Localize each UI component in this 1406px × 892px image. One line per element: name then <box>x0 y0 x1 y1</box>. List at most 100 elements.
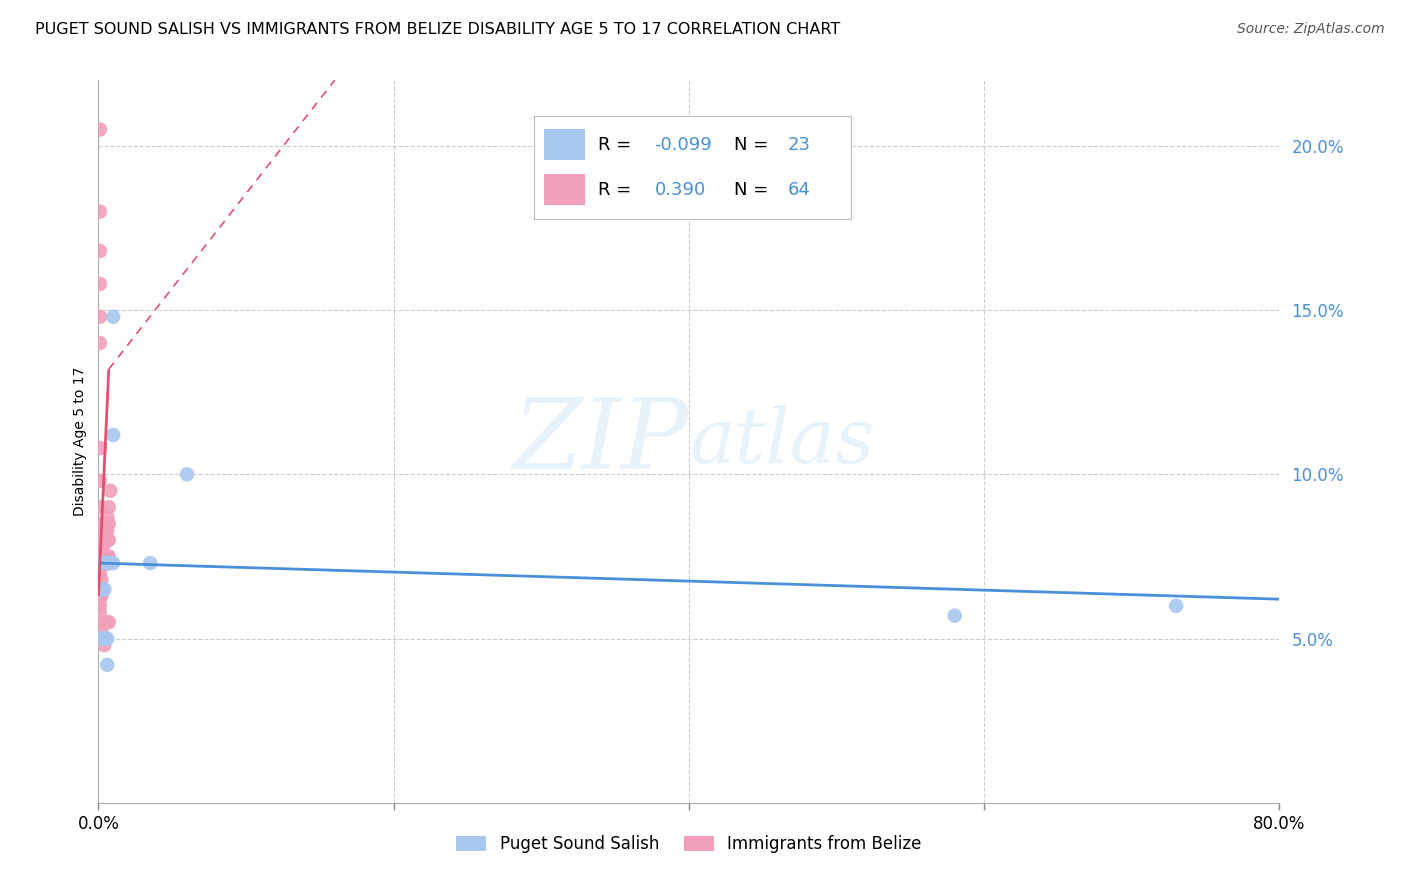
Point <box>89 277 111 291</box>
Point <box>91 556 114 570</box>
Point <box>93 582 115 597</box>
Point <box>90 556 112 570</box>
Point <box>176 467 198 482</box>
Point <box>89 336 111 351</box>
Point <box>98 556 121 570</box>
Point <box>89 310 111 324</box>
Text: PUGET SOUND SALISH VS IMMIGRANTS FROM BELIZE DISABILITY AGE 5 TO 17 CORRELATION : PUGET SOUND SALISH VS IMMIGRANTS FROM BE… <box>35 22 841 37</box>
Point <box>94 549 117 564</box>
Text: R =: R = <box>598 136 631 153</box>
Text: 64: 64 <box>787 181 810 199</box>
Point <box>89 605 111 619</box>
Point <box>91 556 114 570</box>
Point <box>94 632 117 646</box>
Point <box>89 540 111 554</box>
Point <box>96 615 118 630</box>
Point <box>91 526 114 541</box>
Point <box>93 556 115 570</box>
Text: 0.390: 0.390 <box>654 181 706 199</box>
Point <box>943 608 966 623</box>
Point <box>90 559 112 574</box>
Point <box>93 632 115 646</box>
Point <box>97 549 120 564</box>
Point <box>97 516 120 531</box>
Point <box>89 566 111 580</box>
Point <box>94 533 117 547</box>
Point <box>89 559 111 574</box>
Point <box>93 638 115 652</box>
Point <box>97 556 120 570</box>
Point <box>91 549 114 564</box>
Point <box>89 500 111 515</box>
Point <box>91 546 114 560</box>
Point <box>96 523 118 537</box>
Point <box>91 632 114 646</box>
Point <box>89 533 111 547</box>
Point <box>89 559 111 574</box>
Point <box>94 556 117 570</box>
Point <box>91 615 114 630</box>
Point <box>89 542 111 557</box>
Point <box>89 556 111 570</box>
Point <box>89 204 111 219</box>
Point <box>89 589 111 603</box>
Point <box>93 533 115 547</box>
Point <box>89 556 111 570</box>
Point <box>90 589 112 603</box>
Text: R =: R = <box>598 181 631 199</box>
Point <box>93 556 115 570</box>
Point <box>91 582 114 597</box>
Point <box>103 310 125 324</box>
Point <box>96 556 118 570</box>
Point <box>89 474 111 488</box>
Point <box>89 599 111 613</box>
Point <box>98 483 121 498</box>
Text: 23: 23 <box>787 136 810 153</box>
Point <box>103 556 125 570</box>
Point <box>89 516 111 531</box>
Text: N =: N = <box>734 181 768 199</box>
Point <box>96 657 118 672</box>
Text: ZIP: ZIP <box>513 394 689 489</box>
Point <box>89 549 111 564</box>
Point <box>90 556 112 570</box>
Point <box>90 632 112 646</box>
Point <box>96 632 118 646</box>
Point <box>96 510 118 524</box>
Point <box>90 546 112 560</box>
Point <box>96 549 118 564</box>
Y-axis label: Disability Age 5 to 17: Disability Age 5 to 17 <box>73 367 87 516</box>
Bar <box>544 175 585 205</box>
Point <box>89 582 111 597</box>
Point <box>93 549 115 564</box>
Bar <box>544 129 585 160</box>
Point <box>89 556 111 570</box>
Point <box>89 244 111 258</box>
Point <box>96 533 118 547</box>
Point <box>97 500 120 515</box>
Text: N =: N = <box>734 136 768 153</box>
Point <box>89 546 111 560</box>
Point <box>93 516 115 531</box>
Point <box>94 556 117 570</box>
Point <box>94 516 117 531</box>
Point <box>94 632 117 646</box>
Point <box>90 573 112 587</box>
Legend: Puget Sound Salish, Immigrants from Belize: Puget Sound Salish, Immigrants from Beli… <box>450 828 928 860</box>
Point <box>90 625 112 640</box>
Point <box>96 556 118 570</box>
Point <box>91 582 114 597</box>
Point <box>97 615 120 630</box>
Point <box>89 592 111 607</box>
Point <box>90 556 112 570</box>
Point <box>103 428 125 442</box>
Point <box>91 533 114 547</box>
Point <box>90 540 112 554</box>
Point <box>89 582 111 597</box>
Point <box>91 540 114 554</box>
Text: atlas: atlas <box>689 405 875 478</box>
Point <box>89 441 111 455</box>
Point <box>89 122 111 136</box>
Point <box>1166 599 1188 613</box>
Text: -0.099: -0.099 <box>654 136 713 153</box>
